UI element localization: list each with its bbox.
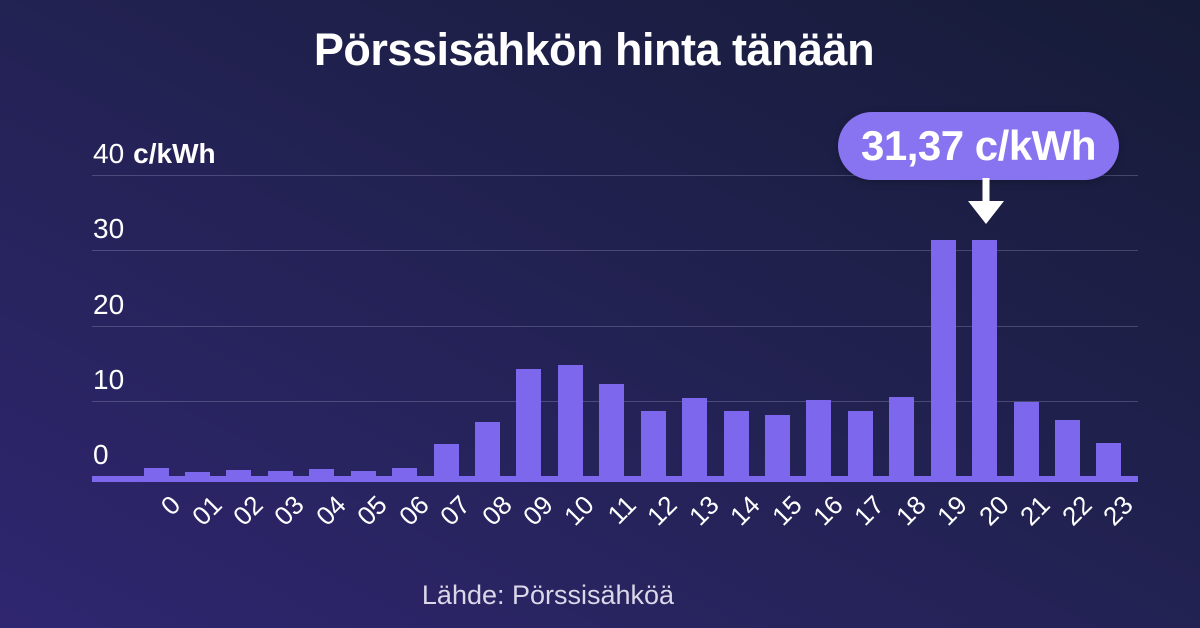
y-tick-label-10: 10 <box>93 363 125 395</box>
x-tick-label-22: 22 <box>1055 489 1098 532</box>
x-tick-label-06: 06 <box>392 489 435 532</box>
bar-hour-16 <box>806 399 832 479</box>
x-tick-label-14: 14 <box>724 489 766 532</box>
x-tick-label-15: 15 <box>765 489 808 532</box>
bar-hour-03 <box>267 470 293 479</box>
chart-title: Pörssisähkön hinta tänään <box>313 24 875 75</box>
source-caption: Lähde: Pörssisähköä <box>421 580 675 610</box>
bar-hour-18 <box>889 396 915 479</box>
bar-hour-02 <box>226 469 252 479</box>
bar-hour-09 <box>516 369 542 479</box>
x-tick-label-23: 23 <box>1097 489 1139 532</box>
y-tick-label-30: 30 <box>93 213 125 245</box>
bar-hour-06 <box>392 468 418 479</box>
bar-hour-13 <box>682 397 708 479</box>
y-tick-label-0: 0 <box>93 439 109 470</box>
x-axis-baseline <box>92 476 1138 482</box>
x-tick-label-07: 07 <box>434 489 476 532</box>
price-callout-badge: 31,37 c/kWh <box>838 112 1119 180</box>
x-tick-label-10: 10 <box>558 489 601 532</box>
bar-hour-23 <box>1096 442 1122 479</box>
bar-hour-21 <box>1013 401 1039 479</box>
x-tick-label-11: 11 <box>601 489 642 530</box>
bar-hour-17 <box>847 411 873 479</box>
bar-hour-22 <box>1054 420 1080 479</box>
bar-hour-01 <box>184 472 210 479</box>
gridline-40 <box>92 175 1138 176</box>
bar-hour-14 <box>723 410 749 479</box>
bar-hour-05 <box>350 471 376 479</box>
x-tick-label-02: 02 <box>227 489 269 532</box>
x-tick-label-17: 17 <box>848 489 891 532</box>
bar-hour-11 <box>599 384 625 479</box>
bar-hour-15 <box>764 415 790 479</box>
bar-hour-20 <box>972 239 998 479</box>
gridline-20 <box>92 325 1138 327</box>
x-tick-label-13: 13 <box>682 489 725 532</box>
x-tick-label-20: 20 <box>972 489 1015 532</box>
bar-hour-07 <box>433 444 459 479</box>
bar-hour-19 <box>930 240 956 479</box>
x-tick-label-05: 05 <box>351 489 393 532</box>
x-tick-label-21: 21 <box>1014 489 1056 532</box>
x-tick-label-08: 08 <box>475 489 518 532</box>
x-tick-label-0: 0 <box>154 489 186 522</box>
bar-hour-04 <box>309 469 335 479</box>
y-axis-unit-label: c/kWh <box>133 138 216 169</box>
x-tick-label-18: 18 <box>889 489 932 532</box>
y-tick-label-40: 40 c/kWh <box>93 138 216 169</box>
gridline-30 <box>92 250 1138 252</box>
x-tick-label-16: 16 <box>807 489 849 532</box>
x-tick-label-03: 03 <box>268 489 311 532</box>
bar-hour-10 <box>557 365 583 479</box>
x-tick-label-09: 09 <box>517 489 559 532</box>
x-tick-label-19: 19 <box>931 489 973 532</box>
x-tick-label-04: 04 <box>309 489 352 532</box>
price-callout-label: 31,37 c/kWh <box>861 122 1096 169</box>
y-tick-label-20: 20 <box>93 288 125 320</box>
bar-hour-12 <box>640 410 666 479</box>
x-tick-label-01: 01 <box>185 489 228 532</box>
bar-hour-0 <box>143 468 169 479</box>
callout-arrow-icon <box>968 178 1004 224</box>
bar-hour-08 <box>474 421 500 479</box>
x-tick-label-12: 12 <box>641 489 683 532</box>
